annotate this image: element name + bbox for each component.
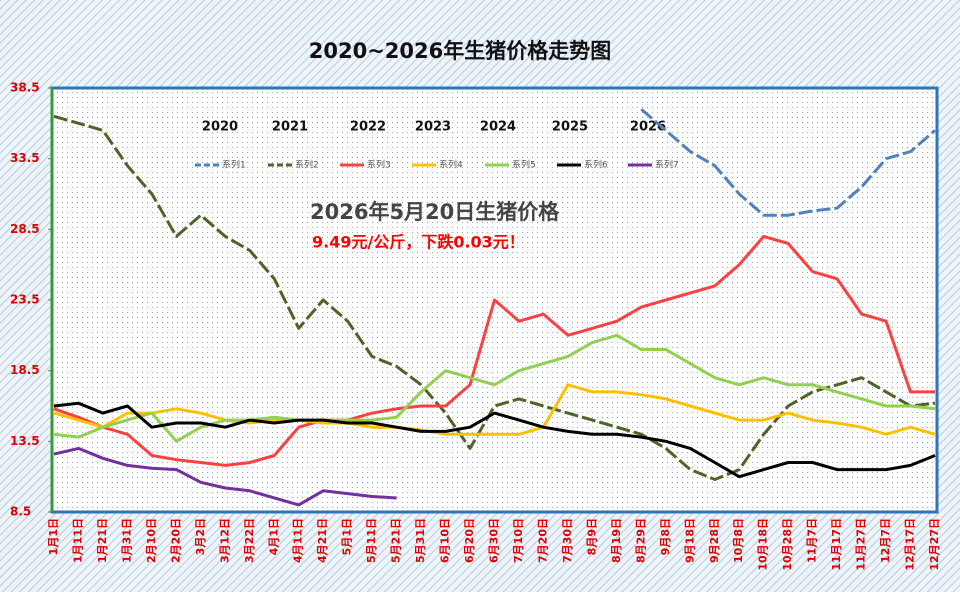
x-tick-label: 1月11日 (71, 518, 84, 563)
series-line (53, 401, 936, 479)
x-tick-label: 3月2日 (194, 518, 207, 555)
annotation: 9.49元/公斤，下跌0.03元！ (312, 233, 525, 252)
x-tick-label: 3月22日 (243, 518, 256, 563)
x-tick-label: 9月8日 (659, 518, 672, 555)
x-tick-label: 5月31日 (414, 518, 427, 563)
series-line (53, 234, 935, 467)
x-tick-label: 11月17日 (830, 518, 843, 571)
y-tick-label: 13.5 (10, 434, 40, 448)
y-tick-label: 23.5 (10, 293, 40, 307)
year-label: 2022 (350, 120, 386, 135)
x-tick-label: 10月18日 (757, 518, 770, 571)
legend-label: 系列2 (295, 159, 319, 171)
x-tick-label: 12月27日 (928, 518, 941, 571)
y-tick-label: 38.5 (10, 81, 40, 95)
series-line (53, 446, 397, 507)
x-tick-label: 8月19日 (610, 518, 623, 563)
x-tick-label: 2月10日 (145, 518, 158, 563)
year-label: 2023 (415, 120, 451, 135)
legend-label: 系列1 (222, 159, 246, 171)
series-line (53, 383, 936, 436)
x-tick-label: 10月28日 (781, 518, 794, 571)
x-tick-label: 4月11日 (292, 518, 305, 563)
x-tick-label: 11月7日 (806, 518, 819, 563)
x-tick-label: 6月20日 (463, 518, 476, 563)
x-tick-label: 9月28日 (708, 518, 721, 563)
series-line (53, 114, 936, 481)
x-tick-label: 4月1日 (267, 518, 280, 555)
x-tick-label: 12月17日 (904, 518, 917, 571)
x-tick-label: 11月27日 (855, 518, 868, 571)
x-tick-label: 5月21日 (390, 518, 403, 563)
series-line (640, 108, 936, 217)
y-tick-label: 33.5 (10, 151, 40, 165)
legend-label: 系列7 (655, 159, 679, 171)
x-tick-label: 5月1日 (341, 518, 354, 555)
x-tick-label: 1月31日 (120, 518, 133, 563)
x-tick-label: 4月21日 (316, 518, 329, 563)
annotation: 2026年5月20日生猪价格 (310, 200, 560, 224)
chart-title: 2020~2026年生猪价格走势图 (309, 39, 612, 63)
x-tick-label: 8月9日 (585, 518, 598, 555)
legend-label: 系列4 (439, 159, 463, 171)
year-label: 2024 (480, 120, 516, 135)
year-label: 2025 (552, 120, 588, 135)
x-tick-label: 7月10日 (512, 518, 525, 563)
series-line (53, 333, 936, 443)
x-tick-label: 8月29日 (634, 518, 647, 563)
year-label: 2020 (202, 120, 238, 135)
legend-label: 系列3 (367, 159, 391, 171)
y-tick-label: 8.5 (10, 505, 31, 519)
x-tick-label: 1月21日 (96, 518, 109, 563)
x-tick-label: 1月1日 (47, 518, 60, 555)
y-tick-label: 28.5 (10, 222, 40, 236)
x-tick-label: 10月8日 (732, 518, 745, 563)
x-tick-label: 6月10日 (439, 518, 452, 563)
year-label: 2021 (272, 120, 308, 135)
y-tick-label: 18.5 (10, 363, 40, 377)
x-tick-label: 2月20日 (169, 518, 182, 563)
x-tick-label: 6月30日 (488, 518, 501, 563)
legend-label: 系列5 (512, 159, 536, 171)
x-tick-label: 12月7日 (879, 518, 892, 563)
x-tick-label: 9月18日 (683, 518, 696, 563)
x-tick-label: 7月20日 (536, 518, 549, 563)
x-tick-label: 7月30日 (561, 518, 574, 563)
legend-label: 系列6 (584, 159, 608, 171)
x-tick-label: 5月11日 (365, 518, 378, 563)
x-tick-label: 3月12日 (218, 518, 231, 563)
